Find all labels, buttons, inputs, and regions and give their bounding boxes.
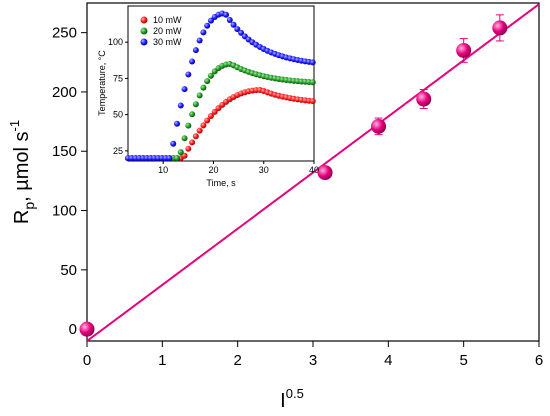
legend-label: 10 mW <box>153 15 182 25</box>
inset-data-point <box>185 71 192 78</box>
inset-data-point <box>177 102 184 109</box>
inset-data-point <box>223 11 230 18</box>
legend-marker <box>140 16 148 24</box>
data-point <box>456 42 472 58</box>
y-tick-label: 200 <box>52 84 77 101</box>
x-tick-label: 6 <box>535 352 543 369</box>
inset-data-point <box>200 29 207 36</box>
inset-series-30-mw <box>125 10 316 162</box>
inset-data-point <box>204 78 211 85</box>
legend-label: 30 mW <box>153 37 182 47</box>
inset-data-point <box>181 86 188 93</box>
x-tick-label: 3 <box>309 352 317 369</box>
inset-data-point <box>189 139 196 146</box>
inset-data-point <box>181 135 188 142</box>
inset-data-point <box>211 108 218 115</box>
inset-y-tick-label: 100 <box>108 37 123 47</box>
inset-data-point <box>207 17 214 24</box>
inset-y-axis-title: Temperature, °C <box>97 50 107 116</box>
inset-data-point <box>189 58 196 65</box>
y-tick-label: 0 <box>69 321 77 338</box>
inset-x-tick-label: 30 <box>259 165 269 175</box>
x-tick-label: 5 <box>459 352 467 369</box>
inset-x-tick-label: 40 <box>309 165 319 175</box>
x-tick-label: 2 <box>233 352 241 369</box>
inset-data-point <box>192 133 199 140</box>
inset-data-point <box>204 22 211 29</box>
inset-data-point <box>234 26 241 33</box>
inset-data-point <box>309 79 316 86</box>
data-point <box>317 165 333 181</box>
inset-axis-ticks: 10 20 30 40 25 50 75 100 <box>108 37 319 175</box>
inset-data-points <box>125 10 316 162</box>
data-point <box>371 118 387 134</box>
inset-data-point <box>207 72 214 79</box>
inset-data-point <box>192 47 199 54</box>
inset-data-point <box>177 149 184 156</box>
inset-y-tick-label: 75 <box>113 73 123 83</box>
y-tick-label: 250 <box>52 25 77 42</box>
inset-x-tick-label: 20 <box>208 165 218 175</box>
inset-data-point <box>166 155 173 162</box>
inset-data-point <box>200 122 207 129</box>
x-tick-label: 4 <box>384 352 392 369</box>
inset-data-point <box>181 152 188 159</box>
inset-data-point <box>185 145 192 152</box>
legend-marker <box>140 27 148 35</box>
inset-data-point <box>192 101 199 108</box>
inset-data-point <box>309 59 316 66</box>
x-axis-title: I0.5 <box>280 386 304 412</box>
inset-data-point <box>230 21 237 28</box>
inset-x-axis-title: Time, s <box>206 178 236 188</box>
y-tick-label: 100 <box>52 203 77 220</box>
inset-data-point <box>207 112 214 119</box>
data-point <box>492 20 508 36</box>
inset-y-tick-label: 25 <box>113 146 123 156</box>
inset-data-point <box>189 111 196 118</box>
legend-marker <box>140 38 148 46</box>
y-tick-label: 150 <box>52 143 77 160</box>
inset-data-point <box>196 37 203 44</box>
inset-x-tick-label: 10 <box>158 165 168 175</box>
inset-data-point <box>196 92 203 99</box>
legend-label: 20 mW <box>153 26 182 36</box>
x-tick-label: 0 <box>83 352 91 369</box>
inset-data-point <box>170 140 177 147</box>
data-point <box>416 91 432 107</box>
inset-data-point <box>309 98 316 105</box>
inset-y-tick-label: 50 <box>113 110 123 120</box>
x-tick-label: 1 <box>158 352 166 369</box>
inset-data-point <box>174 155 181 162</box>
inset-data-point <box>174 120 181 127</box>
data-point <box>79 321 95 337</box>
inset-data-point <box>185 122 192 129</box>
inset-data-point <box>196 127 203 134</box>
inset-data-point <box>204 117 211 124</box>
inset-plot-frame <box>127 5 315 162</box>
main-data-points <box>79 14 508 337</box>
inset-data-point <box>226 17 233 24</box>
inset-data-point <box>200 84 207 91</box>
y-tick-label: 50 <box>60 262 77 279</box>
y-axis-title: Rp, µmol s-1 <box>7 120 37 224</box>
